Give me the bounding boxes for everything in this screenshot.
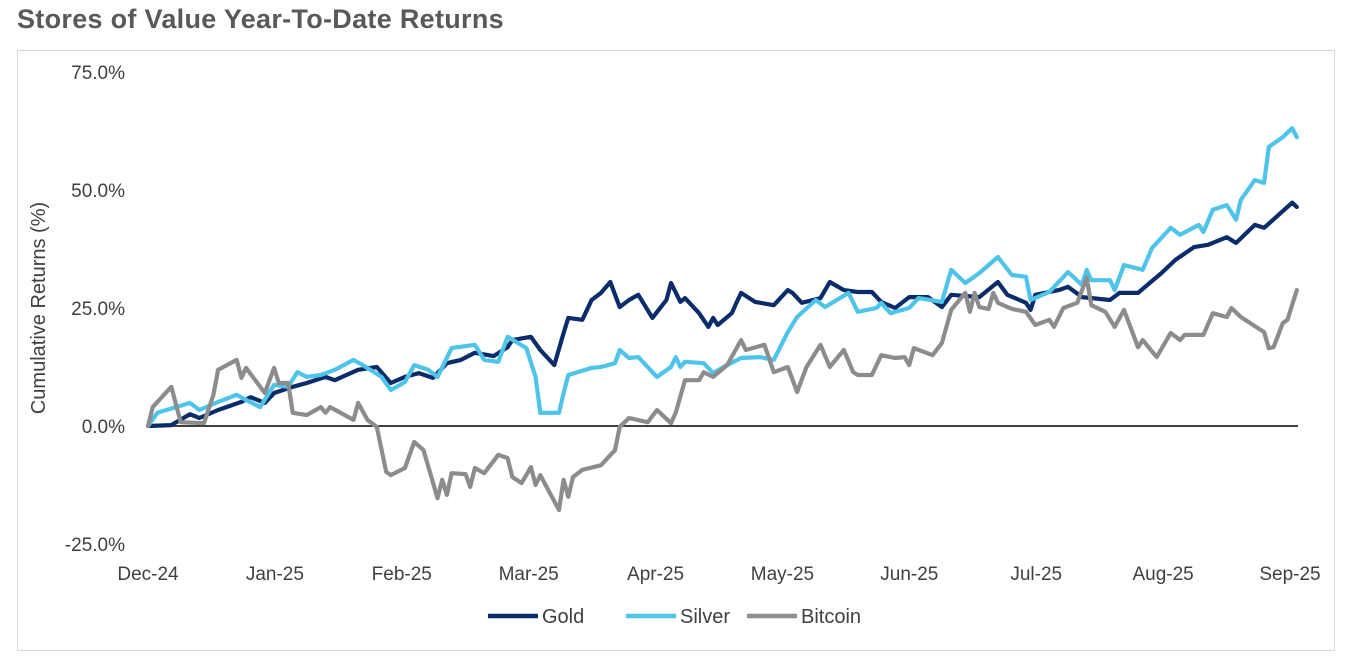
y-tick-label: 25.0% [71, 299, 125, 320]
y-axis-label: Cumulative Returns (%) [28, 202, 50, 414]
legend-label: Gold [542, 606, 584, 628]
legend-item-silver: Silver [626, 606, 730, 628]
y-axis-ticks: 75.0% 50.0% 25.0% 0.0% -25.0% [65, 63, 125, 556]
y-tick-label: 75.0% [71, 63, 125, 84]
series-line-bitcoin [145, 275, 1299, 513]
series-line-gold [145, 200, 1299, 429]
chart-title: Stores of Value Year-To-Date Returns [17, 4, 504, 34]
y-tick-label: 50.0% [71, 181, 125, 202]
x-tick-label: Mar-25 [499, 564, 559, 585]
legend-item-gold: Gold [488, 606, 584, 628]
x-tick-label: Jan-25 [246, 564, 304, 585]
x-tick-label: Feb-25 [372, 564, 432, 585]
y-tick-label: -25.0% [65, 535, 125, 556]
x-tick-label: Apr-25 [627, 564, 684, 585]
legend-label: Bitcoin [801, 606, 861, 628]
series-line-silver [145, 126, 1299, 429]
legend-item-bitcoin: Bitcoin [747, 606, 861, 628]
x-tick-label: Sep-25 [1259, 564, 1320, 585]
x-tick-label: May-25 [751, 564, 814, 585]
legend-label: Silver [680, 606, 730, 628]
y-tick-label: 0.0% [82, 417, 125, 438]
x-tick-label: Jul-25 [1010, 564, 1062, 585]
x-tick-label: Jun-25 [880, 564, 938, 585]
x-axis-ticks: Dec-24 Jan-25 Feb-25 Mar-25 Apr-25 May-25 Jun-… [117, 564, 1320, 585]
series-lines [145, 126, 1299, 513]
legend: Gold Silver Bitcoin [488, 606, 861, 628]
x-tick-label: Aug-25 [1132, 564, 1193, 585]
chart-frame [17, 50, 1335, 651]
x-tick-label: Dec-24 [117, 564, 179, 585]
